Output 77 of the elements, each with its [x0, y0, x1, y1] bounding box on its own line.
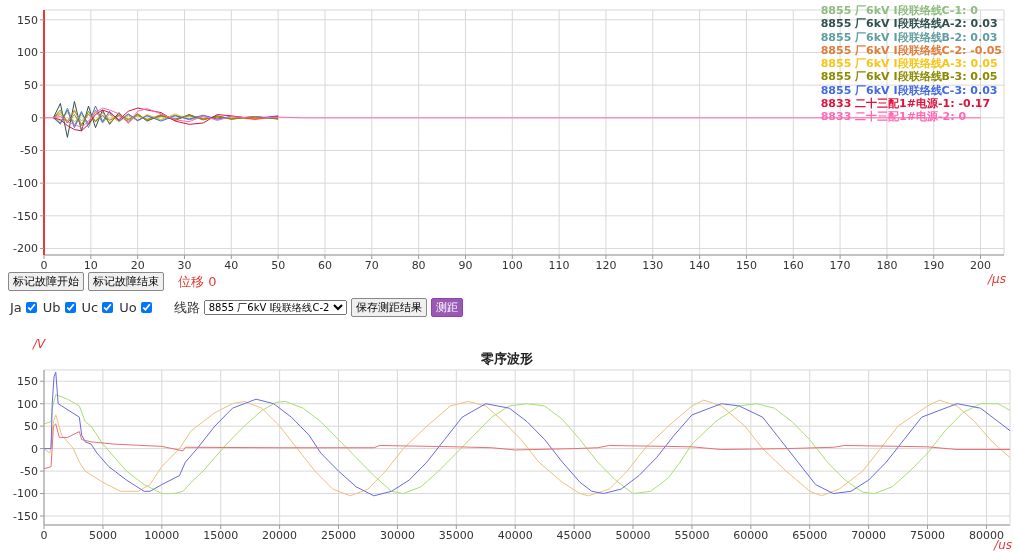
text: Uo	[119, 300, 137, 315]
x-tick-label: 15000	[203, 528, 239, 542]
text: 线路	[173, 298, 200, 317]
x-tick-label: 5000	[88, 528, 117, 542]
y-tick-label: 150	[17, 375, 38, 389]
x-tick-label: 190	[923, 258, 945, 272]
x-tick-label: 55000	[674, 528, 710, 542]
x-tick-label: 160	[782, 258, 804, 272]
text: 测距	[430, 298, 463, 317]
x-tick-label: 20	[130, 258, 145, 272]
x-tick-label: 70	[364, 258, 379, 272]
x-tick-label: 10000	[144, 528, 180, 542]
x-tick-label: 65000	[792, 528, 828, 542]
text: 保存测距结果	[350, 298, 427, 317]
y-tick-label: 50	[24, 79, 38, 93]
y-tick-label: -50	[20, 464, 38, 478]
text: Ja	[10, 300, 22, 315]
text: 8855 厂6kV I段联络线A-3: 0.05	[820, 57, 999, 71]
y-axis-title: /V	[33, 337, 46, 351]
text: 8855 厂6kV I段联络线C-1: 0	[820, 4, 979, 17]
x-tick-label: 120	[595, 258, 617, 272]
x-tick-label: 50000	[615, 528, 651, 542]
text: 8855 厂6kV I段联络线A-2: 0.03	[820, 17, 999, 31]
y-tick-label: -150	[13, 509, 38, 523]
y-tick-label: 0	[31, 442, 38, 456]
x-tick-label: 10	[83, 258, 98, 272]
x-tick-label: 30	[177, 258, 192, 272]
text: 标记故障开始	[8, 272, 84, 291]
x-tick-label: 70000	[851, 528, 887, 542]
y-tick-label: 100	[17, 397, 38, 411]
x-tick-label: 100	[501, 258, 523, 272]
y-tick-label: -50	[20, 144, 38, 158]
text: 标记故障结束	[88, 272, 164, 291]
text: 8855 厂6kV I段联络线C-3: 0.03	[820, 83, 999, 97]
y-tick-label: -150	[13, 209, 38, 223]
x-tick-label: 0	[40, 528, 48, 542]
text: 8855 厂6kV I段联络线B-2: 0.03	[820, 30, 999, 44]
x-tick-label: 35000	[438, 528, 474, 542]
y-tick-label: 100	[17, 46, 38, 60]
y-tick-label: 0	[31, 111, 38, 125]
x-tick-label: 20000	[262, 528, 298, 542]
y-tick-label: 150	[17, 13, 38, 27]
text: 8855 厂6kV I段联络线B-3: 0.05	[820, 70, 999, 84]
y-tick-label: 50	[24, 420, 38, 434]
chart-title: 零序波形	[480, 350, 534, 368]
text: 8855 厂6kV I段联络线C-2	[203, 300, 347, 315]
x-tick-label: 170	[829, 258, 851, 272]
x-tick-label: 130	[642, 258, 664, 272]
x-tick-label: 0	[40, 258, 48, 272]
x-tick-label: 75000	[910, 528, 946, 542]
x-tick-label: 110	[548, 258, 570, 272]
x-tick-label: 140	[689, 258, 711, 272]
text: Ub	[42, 300, 61, 315]
x-tick-label: 45000	[556, 528, 592, 542]
x-tick-label: 60000	[733, 528, 769, 542]
x-tick-label: 150	[735, 258, 757, 272]
x-axis-title: /μs	[988, 272, 1006, 286]
text: 位移 0	[178, 272, 217, 291]
y-tick-label: -200	[13, 242, 38, 256]
x-tick-label: 60	[317, 258, 332, 272]
x-tick-label: 180	[876, 258, 898, 272]
line-series	[44, 423, 1010, 470]
y-tick-label: -100	[13, 487, 38, 501]
x-tick-label: 80	[411, 258, 426, 272]
x-tick-label: 50	[271, 258, 286, 272]
line-series	[44, 107, 982, 129]
text: 8833 二十三配1#电源-1: -0.17	[820, 97, 992, 111]
text: 8855 厂6kV I段联络线C-2: -0.05	[820, 43, 1002, 57]
x-tick-label: 200	[970, 258, 992, 272]
text: Uc	[81, 300, 99, 315]
x-tick-label: 30000	[379, 528, 415, 542]
x-tick-label: 40	[224, 258, 239, 272]
y-tick-label: -100	[13, 177, 38, 191]
x-tick-label: 25000	[321, 528, 357, 542]
x-axis-title: /us	[994, 538, 1012, 552]
x-tick-label: 40000	[497, 528, 533, 542]
x-tick-label: 90	[458, 258, 473, 272]
